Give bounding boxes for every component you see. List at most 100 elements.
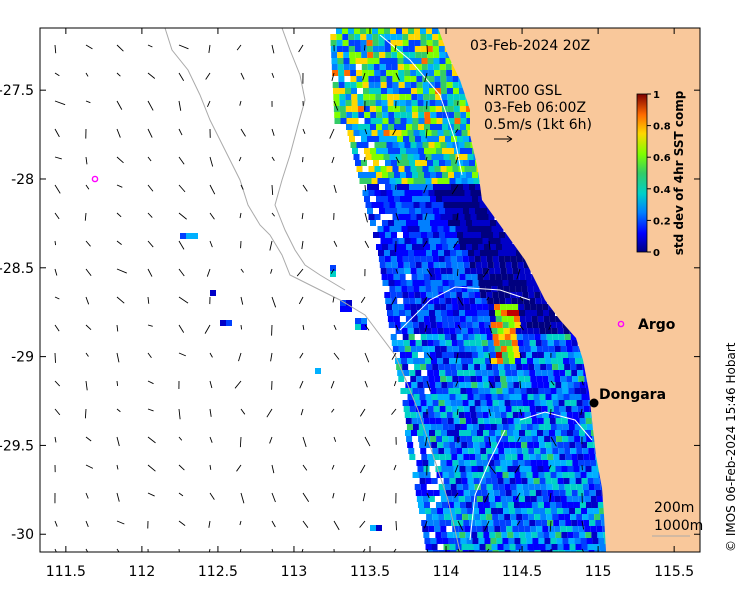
sst-cell (492, 256, 499, 262)
sst-cell (527, 508, 534, 514)
sst-cell (416, 166, 423, 172)
sst-cell (421, 406, 428, 412)
sst-cell (509, 442, 516, 448)
sst-cell (505, 406, 512, 412)
sst-cell (373, 64, 380, 70)
sst-cell (440, 412, 447, 418)
sst-cell (356, 166, 363, 172)
sst-cell (409, 340, 416, 346)
sst-cell (420, 334, 427, 340)
sst-cell (427, 520, 434, 526)
sst-cell (518, 460, 525, 466)
sst-cell (492, 400, 499, 406)
sst-cell (440, 238, 447, 244)
sst-cell (416, 376, 423, 382)
sst-cell (464, 412, 471, 418)
sst-cell (584, 526, 591, 532)
sst-cell (410, 268, 417, 274)
sst-cell (523, 262, 530, 268)
sst-cell (577, 370, 584, 376)
sst-cell (531, 430, 537, 436)
sst-cell (516, 250, 522, 256)
sst-cell (374, 70, 381, 76)
sst-cell (447, 532, 454, 538)
current-arrow (330, 380, 335, 389)
sst-cell (450, 292, 457, 298)
sst-cell (350, 142, 357, 148)
sst-cell (545, 328, 552, 334)
sst-cell (409, 232, 415, 238)
sst-cell (567, 532, 574, 538)
sst-cell (460, 220, 466, 226)
sst-cell (445, 64, 452, 70)
current-arrow (364, 380, 368, 388)
current-arrow (116, 184, 123, 188)
sst-cell (476, 346, 483, 352)
sst-cell (538, 322, 545, 328)
sst-cell (472, 172, 478, 178)
sst-cell (407, 226, 414, 232)
current-arrow (364, 128, 368, 135)
sst-cell (397, 64, 404, 70)
sst-cell (538, 424, 545, 430)
sst-cell (507, 532, 514, 538)
sst-cell (403, 298, 410, 304)
sst-cell (340, 306, 346, 312)
colorbar-tick-label: 0.6 (653, 153, 671, 164)
sst-cell (411, 382, 418, 388)
sst-cell (521, 478, 528, 484)
sst-cell (405, 418, 412, 424)
sst-cell (567, 352, 574, 358)
sst-cell (419, 202, 426, 208)
sst-cell (473, 178, 480, 184)
sst-cell (394, 244, 400, 250)
sst-cell (369, 88, 375, 94)
current-arrow (208, 44, 211, 53)
sst-cell (433, 64, 440, 70)
current-arrow (394, 44, 397, 52)
sst-cell (421, 136, 427, 142)
current-arrow (302, 324, 305, 330)
sst-cell (529, 520, 536, 526)
sst-cell (405, 316, 412, 322)
sst-cell (477, 466, 484, 472)
current-arrow (271, 492, 276, 503)
sst-cell (383, 178, 390, 184)
sst-cell (418, 124, 424, 130)
sst-cell (535, 370, 542, 376)
sst-cell (400, 280, 407, 286)
sst-cell (570, 448, 577, 454)
sst-cell (386, 268, 393, 274)
sst-cell (391, 208, 397, 214)
sst-cell (456, 514, 463, 520)
sst-cell (404, 268, 411, 274)
sst-cell (601, 520, 608, 526)
current-arrow (453, 240, 459, 249)
sst-cell (468, 514, 475, 520)
sst-cell (430, 112, 437, 118)
sst-cell (583, 520, 590, 526)
sst-cell (448, 322, 455, 328)
sst-cell (567, 430, 573, 436)
sst-cell (434, 346, 441, 352)
sst-cell (384, 40, 391, 46)
sst-cell (440, 496, 447, 502)
current-arrow (234, 380, 242, 389)
sst-cell (475, 208, 481, 214)
sst-cell (486, 256, 493, 262)
sst-cell (531, 310, 537, 316)
sst-cell (476, 496, 483, 502)
sst-cell (554, 526, 561, 532)
sst-cell (449, 478, 456, 484)
sst-cell (476, 412, 483, 418)
sst-cell (508, 538, 515, 544)
sst-cell (415, 232, 421, 238)
sst-cell (551, 544, 558, 550)
sst-cell (521, 442, 528, 448)
sst-cell (490, 436, 497, 442)
sst-cell (489, 418, 496, 424)
sst-cell (473, 286, 480, 292)
sst-cell (589, 454, 596, 460)
current-arrow (424, 72, 428, 83)
colorbar-title: std dev of 4hr SST comp (672, 90, 686, 255)
